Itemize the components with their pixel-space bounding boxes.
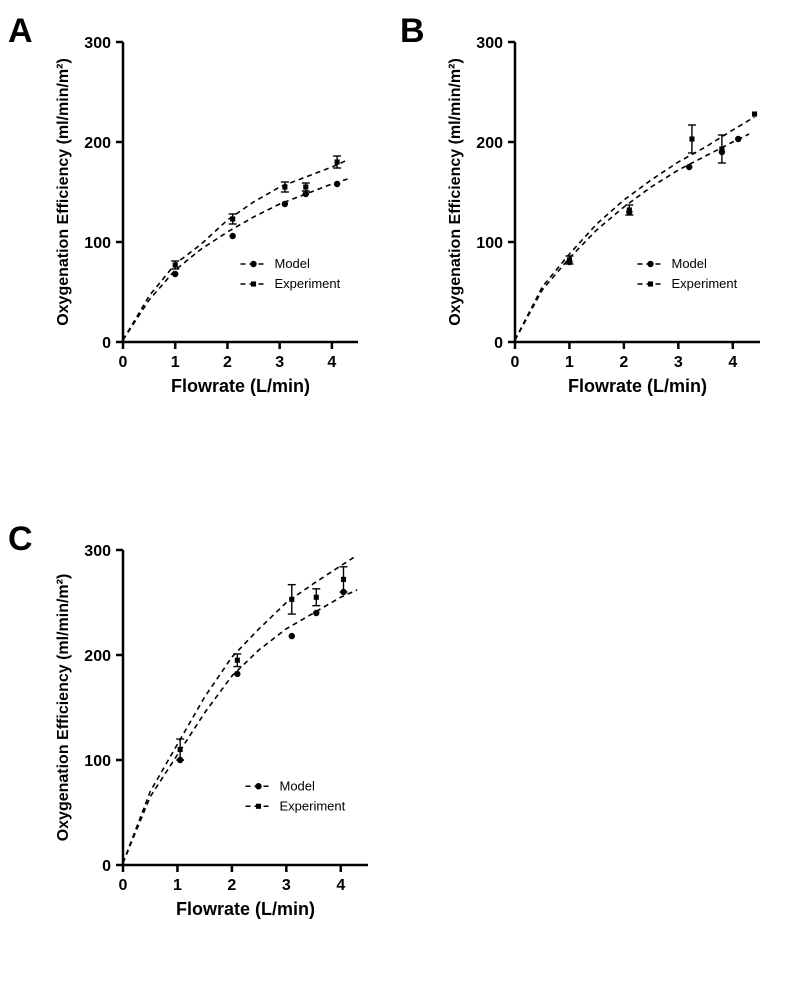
experiment-point	[341, 577, 346, 582]
x-tick-label: 3	[275, 354, 284, 371]
model-point	[686, 164, 692, 170]
y-tick-label: 100	[476, 235, 503, 252]
experiment-point	[289, 597, 294, 602]
panel-label-c: C	[8, 520, 33, 559]
y-tick-label: 200	[84, 135, 111, 152]
model-point	[303, 191, 309, 197]
y-axis-label: Oxygenation Efficiency (ml/min/m²)	[55, 574, 72, 842]
model-curve	[123, 590, 357, 863]
legend-model-marker	[647, 261, 653, 267]
model-point	[229, 233, 235, 239]
experiment-point	[567, 257, 572, 262]
x-tick-label: 1	[173, 877, 182, 894]
experiment-point	[627, 207, 632, 212]
model-point	[234, 671, 240, 677]
experiment-point	[230, 216, 235, 221]
y-tick-label: 0	[494, 335, 503, 352]
experiment-point	[689, 136, 694, 141]
y-tick-label: 100	[84, 235, 111, 252]
x-tick-label: 4	[327, 354, 336, 371]
x-tick-label: 0	[119, 877, 128, 894]
x-tick-label: 4	[336, 877, 345, 894]
legend-model-label: Model	[280, 778, 316, 793]
model-point	[172, 271, 178, 277]
x-tick-label: 0	[511, 354, 520, 371]
model-point	[313, 610, 319, 616]
model-curve	[515, 134, 749, 340]
y-tick-label: 0	[102, 858, 111, 875]
x-axis-label: Flowrate (L/min)	[176, 899, 315, 919]
legend-model-label: Model	[275, 256, 311, 271]
experiment-point	[719, 146, 724, 151]
experiment-point	[178, 747, 183, 752]
x-tick-label: 2	[227, 877, 236, 894]
y-tick-label: 100	[84, 753, 111, 770]
legend: Model Experiment	[241, 256, 341, 291]
x-tick-label: 4	[728, 354, 737, 371]
model-point	[334, 181, 340, 187]
model-point	[735, 136, 741, 142]
y-tick-label: 300	[84, 35, 111, 52]
legend-exp-label: Experiment	[275, 276, 341, 291]
chart-c: 0 1 2 3 4 0 100 200 300 Flowrate (L/min) Oxygenati…	[8, 520, 388, 960]
chart-b: 0 1 2 3 4 0 100 200 300 Flowrate (L/min) Oxygenati…	[400, 12, 780, 432]
legend-exp-label: Experiment	[280, 798, 346, 813]
experiment-point	[752, 111, 757, 116]
y-tick-label: 300	[84, 543, 111, 560]
legend-model-marker	[250, 261, 256, 267]
experiment-point	[303, 184, 308, 189]
experiment-curve	[515, 117, 755, 340]
legend-exp-marker	[251, 281, 256, 286]
x-tick-label: 1	[565, 354, 574, 371]
y-axis-label: Oxygenation Efficiency (ml/min/m²)	[55, 58, 72, 326]
legend-model-label: Model	[672, 256, 708, 271]
y-tick-label: 0	[102, 335, 111, 352]
x-tick-label: 3	[282, 877, 291, 894]
panel-a: A 0 1 2 3 4 0 100 200 300 Flowrate (L/min) Oxygenat…	[8, 12, 378, 432]
x-axis-label: Flowrate (L/min)	[171, 376, 310, 396]
chart-a: 0 1 2 3 4 0 100 200 300 Flowrate (L/min) Oxygenati…	[8, 12, 378, 432]
experiment-point	[173, 262, 178, 267]
legend: Model Experiment	[638, 256, 738, 291]
legend-exp-marker	[648, 281, 653, 286]
experiment-point	[235, 658, 240, 663]
legend-model-marker	[255, 783, 261, 789]
y-axis-label: Oxygenation Efficiency (ml/min/m²)	[447, 58, 464, 326]
experiment-curve	[123, 555, 357, 863]
x-tick-label: 3	[674, 354, 683, 371]
x-tick-label: 0	[119, 354, 128, 371]
panel-label-b: B	[400, 12, 425, 51]
model-point	[289, 633, 295, 639]
panel-label-a: A	[8, 12, 33, 51]
model-point	[282, 201, 288, 207]
y-tick-label: 200	[476, 135, 503, 152]
experiment-point	[314, 595, 319, 600]
x-tick-label: 1	[171, 354, 180, 371]
panel-c: C 0 1 2 3 4 0 100 200 300 Flowrate (L/min) Oxygenat…	[8, 520, 388, 960]
x-tick-label: 2	[223, 354, 232, 371]
x-tick-label: 2	[619, 354, 628, 371]
legend-exp-label: Experiment	[672, 276, 738, 291]
experiment-point	[335, 159, 340, 164]
panel-b: B 0 1 2 3 4 0 100 200 300 Flowrate (L/min) Oxygenat…	[400, 12, 780, 432]
x-axis-label: Flowrate (L/min)	[568, 376, 707, 396]
y-tick-label: 300	[476, 35, 503, 52]
experiment-point	[282, 184, 287, 189]
experiment-curve	[123, 160, 348, 340]
legend-exp-marker	[256, 804, 261, 809]
legend: Model Experiment	[246, 778, 346, 813]
model-curve	[123, 179, 348, 340]
y-tick-label: 200	[84, 648, 111, 665]
